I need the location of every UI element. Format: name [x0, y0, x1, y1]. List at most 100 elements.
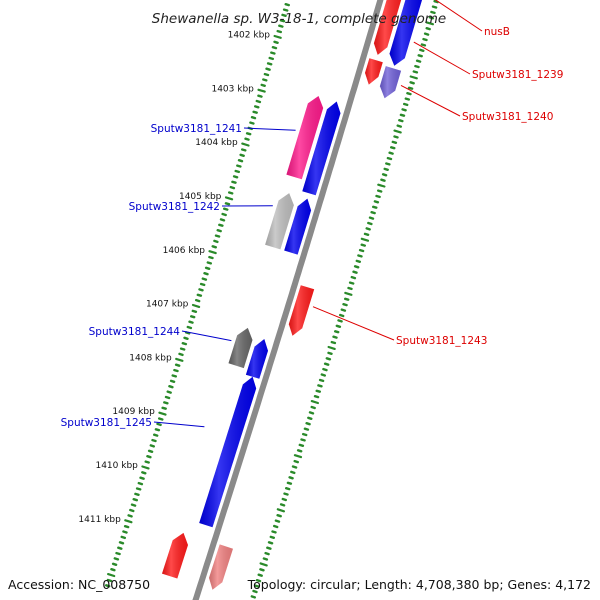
gene-label[interactable]: Sputw3181_1244 — [89, 326, 181, 338]
gene-arrow[interactable] — [302, 101, 341, 196]
gene-arrow[interactable] — [373, 0, 405, 55]
kbp-minor-tick — [117, 546, 123, 550]
kbp-minor-tick — [269, 535, 275, 539]
kbp-major-tick — [191, 303, 201, 308]
kbp-minor-tick — [278, 24, 284, 28]
kbp-minor-tick — [189, 315, 196, 319]
kbp-minor-tick — [259, 568, 265, 572]
kbp-minor-tick — [271, 530, 277, 534]
gene-arrow[interactable] — [199, 376, 257, 528]
kbp-minor-tick — [222, 207, 229, 211]
kbp-minor-tick — [406, 91, 412, 96]
gene-arrow[interactable] — [265, 193, 294, 250]
gene-label[interactable]: Sputw3181_1240 — [462, 111, 553, 123]
kbp-minor-tick — [348, 281, 355, 285]
kbp-minor-tick — [130, 503, 137, 507]
kbp-minor-tick — [122, 530, 128, 534]
gene-label[interactable]: Sputw3181_1245 — [61, 417, 152, 429]
gene-label[interactable]: Sputw3181_1243 — [396, 335, 487, 347]
kbp-minor-tick — [110, 568, 116, 572]
kbp-minor-tick — [184, 331, 191, 335]
kbp-minor-tick — [213, 239, 219, 244]
kbp-major-tick — [241, 142, 250, 147]
gene-arrow[interactable] — [162, 532, 188, 579]
kbp-minor-tick — [183, 336, 189, 340]
kbp-minor-tick — [231, 180, 237, 184]
kbp-major-tick — [293, 454, 303, 459]
kbp-minor-tick — [267, 541, 274, 545]
kbp-minor-tick — [320, 373, 326, 377]
kbp-minor-tick — [388, 151, 394, 155]
kbp-minor-tick — [255, 579, 262, 583]
gene-arrow[interactable] — [284, 198, 312, 255]
gene-arrow[interactable] — [288, 285, 315, 336]
kbp-minor-tick — [335, 324, 342, 328]
kbp-minor-tick — [181, 342, 188, 346]
kbp-minor-tick — [430, 10, 436, 15]
kbp-minor-tick — [339, 313, 345, 318]
gene-arrow[interactable] — [379, 66, 402, 99]
kbp-minor-tick — [393, 135, 399, 139]
kbp-minor-tick — [340, 308, 347, 312]
kbp-minor-tick — [419, 48, 425, 52]
kbp-minor-tick — [208, 255, 214, 260]
kbp-minor-tick — [310, 405, 316, 410]
kbp-major-tick — [276, 508, 285, 513]
kbp-minor-tick — [144, 460, 150, 464]
kbp-minor-tick — [391, 140, 398, 145]
kbp-minor-tick — [191, 309, 198, 313]
kbp-minor-tick — [132, 498, 139, 502]
kbp-minor-tick — [152, 433, 159, 437]
gene-arrow[interactable] — [286, 96, 324, 180]
kbp-minor-tick — [281, 13, 287, 18]
kbp-minor-tick — [305, 422, 311, 426]
gene-arrow[interactable] — [365, 58, 383, 85]
kbp-minor-tick — [146, 455, 152, 459]
gene-arrow[interactable] — [389, 0, 425, 66]
kbp-minor-tick — [174, 363, 181, 367]
gene-label[interactable]: Sputw3181_1241 — [151, 123, 242, 135]
kbp-minor-tick — [303, 427, 310, 431]
kbp-minor-tick — [330, 340, 337, 345]
kbp-major-tick — [425, 21, 434, 26]
kbp-minor-tick — [216, 228, 222, 233]
kbp-minor-tick — [283, 492, 289, 496]
kbp-minor-tick — [203, 272, 209, 276]
kbp-minor-tick — [129, 508, 135, 513]
kbp-minor-tick — [252, 589, 258, 594]
kbp-minor-tick — [337, 319, 343, 323]
kbp-minor-tick — [386, 156, 393, 161]
kbp-major-tick — [106, 572, 116, 578]
gene-arrow[interactable] — [209, 544, 233, 590]
kbp-minor-tick — [281, 497, 287, 502]
kbp-minor-tick — [423, 32, 430, 36]
kbp-major-tick — [360, 237, 370, 242]
kbp-minor-tick — [137, 481, 144, 486]
kbp-minor-tick — [141, 471, 147, 475]
kbp-minor-tick — [271, 46, 278, 50]
kbp-minor-tick — [352, 270, 358, 274]
kbp-major-tick — [259, 562, 268, 567]
gene-arrow[interactable] — [245, 339, 268, 379]
kbp-major-tick — [377, 183, 386, 188]
gene-arrow[interactable] — [228, 327, 253, 369]
gene-features — [162, 0, 425, 590]
kbp-major-tick — [273, 34, 282, 39]
kbp-minor-tick — [250, 595, 257, 599]
kbp-minor-tick — [257, 94, 263, 98]
kbp-minor-tick — [415, 59, 422, 63]
kbp-major-tick — [141, 465, 150, 470]
kbp-minor-tick — [115, 551, 121, 556]
kbp-minor-tick — [428, 16, 435, 20]
gene-label[interactable]: Sputw3181_1239 — [472, 69, 563, 81]
kbp-minor-tick — [198, 288, 204, 292]
genome-summary-text: Topology: circular; Length: 4,708,380 bp… — [247, 577, 591, 592]
gene-label[interactable]: nusB — [484, 26, 510, 38]
kbp-minor-tick — [360, 243, 366, 247]
kbp-tick-label: 1408 kbp — [129, 353, 172, 363]
kbp-minor-tick — [253, 584, 260, 588]
gene-label[interactable]: Sputw3181_1242 — [129, 201, 220, 213]
kbp-minor-tick — [325, 357, 332, 361]
kbp-minor-tick — [355, 259, 361, 263]
kbp-minor-tick — [151, 438, 157, 443]
